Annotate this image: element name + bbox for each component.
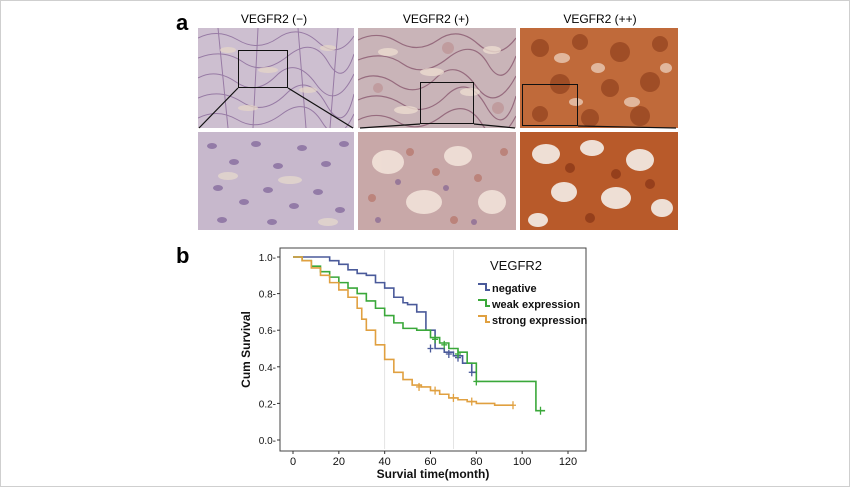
legend-swatch [478, 299, 490, 307]
plot-frame [279, 247, 587, 452]
histology-high-mag-weak [358, 132, 516, 230]
legend-swatch [478, 315, 490, 323]
survival-curve-0 [293, 256, 477, 374]
y-tick-label: 0.0- [259, 436, 276, 447]
x-tick-label: 40 [379, 456, 391, 468]
panel-a-label: a [176, 10, 189, 35]
y-tick-label: 0.6- [259, 326, 276, 337]
x-tick-label: 20 [333, 456, 345, 468]
histology-title-weak: VEGFR2 (+) [402, 12, 470, 26]
survival-curve-1 [293, 256, 546, 412]
histology-high-mag-strong [520, 132, 678, 230]
survival-curve-2 [293, 256, 513, 407]
panel-b-label: b [176, 243, 190, 268]
histology-title-negative: VEGFR2 (−) [240, 12, 308, 26]
histology-low-mag-weak [358, 28, 516, 128]
legend-swatch [478, 283, 490, 291]
y-tick-label: 0.8- [259, 290, 276, 301]
x-tick-label: 80 [470, 456, 482, 468]
zoom-box-negative [238, 50, 288, 88]
histology-low-mag-strong [520, 28, 678, 128]
legend-entry: negative [492, 283, 537, 295]
x-tick-label: 60 [424, 456, 436, 468]
legend-entry: strong expression [492, 315, 588, 327]
x-tick-label: 0 [290, 456, 296, 468]
zoom-box-weak [420, 82, 474, 124]
zoom-connector-lines [198, 87, 677, 129]
x-tick-label: 120 [559, 456, 577, 468]
histology-high-mag-negative [198, 132, 354, 230]
x-tick-label: 100 [513, 456, 531, 468]
y-tick-label: 1.0- [259, 253, 276, 264]
y-tick-label: 0.4- [259, 363, 276, 374]
y-axis-label: Cum Survival [239, 311, 253, 388]
zoom-box-strong [522, 84, 578, 126]
y-tick-label: 0.2- [259, 399, 276, 410]
x-axis-label: Survial time(month) [377, 467, 490, 481]
legend-entry: weak expression [491, 299, 580, 311]
legend-title: VEGFR2 [490, 258, 542, 273]
histology-title-strong: VEGFR2 (++) [563, 12, 637, 26]
histology-low-mag-negative [198, 28, 354, 128]
